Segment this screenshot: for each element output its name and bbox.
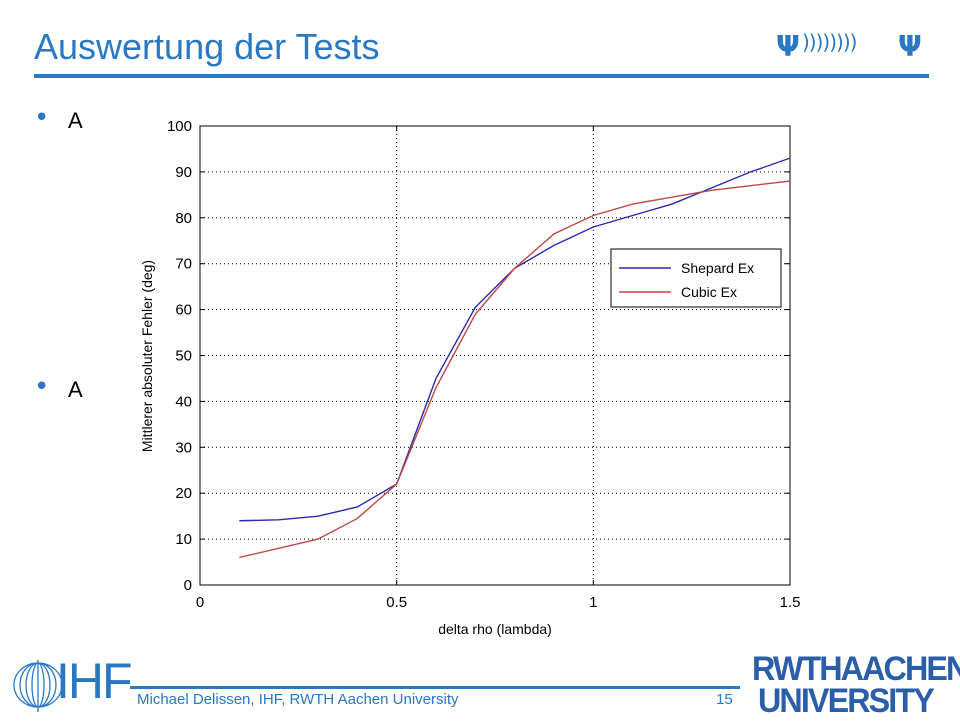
grid-lines [200,126,790,585]
series-line-cubic-ex [239,180,791,559]
footer-rule [130,686,740,689]
x-tick-label: 0.5 [386,594,407,611]
y-tick-label: 60 [175,302,192,319]
antenna-icon: Ψ [776,30,800,63]
plot-area [200,126,790,585]
y-tick-label: 80 [175,210,192,227]
y-tick-label: 70 [175,256,192,273]
legend: Shepard Ex Cubic Ex [610,248,782,308]
x-axis-label: delta rho (lambda) [438,621,552,637]
footer-author: Michael Delissen, IHF, RWTH Aachen Unive… [137,691,459,708]
y-tick-label: 0 [184,577,192,594]
page-number: 15 [716,691,733,708]
x-tick-label: 1 [589,594,597,611]
y-tick-label: 30 [175,439,192,456]
plot-frame [199,125,791,586]
ihf-logo-text: IHF [56,653,133,709]
bullet-text-2: A [68,377,83,402]
y-tick-label: 20 [175,485,192,502]
y-tick-label: 50 [175,348,192,365]
line-chart: 0 0.5 1 1.5 0 10 20 30 40 50 60 70 80 90 100 delta rho… [139,118,801,637]
y-tick-label: 90 [175,164,192,181]
legend-label: Shepard Ex [681,260,754,276]
rwth-logo-line2: UNIVERSITY [758,682,935,720]
rwth-logo-line1: RWTHAACHEN [752,650,960,688]
bullet-marker-2: • [34,372,50,402]
legend-box [610,248,782,308]
x-tick-label: 0 [196,594,204,611]
bullet-marker-1: • [34,103,50,133]
slide-title: Auswertung der Tests [34,26,380,67]
radio-waves-icon: )))))))) [802,30,857,54]
series-lines [239,157,791,559]
antenna-icon-right: Ψ [898,30,922,63]
title-underline [34,74,929,78]
y-tick-label: 10 [175,531,192,548]
y-tick-label: 100 [167,118,192,135]
y-tick-label: 40 [175,393,192,410]
legend-label: Cubic Ex [681,284,737,300]
ihf-logo-icon [13,660,63,712]
y-axis-label: Mittlerer absoluter Fehler (deg) [139,260,155,452]
chart-panel: 0 0.5 1 1.5 0 10 20 30 40 50 60 70 80 90 100 delta rho… [130,107,810,647]
x-tick-label: 1.5 [780,594,801,611]
bullet-text-1: A [68,108,83,133]
